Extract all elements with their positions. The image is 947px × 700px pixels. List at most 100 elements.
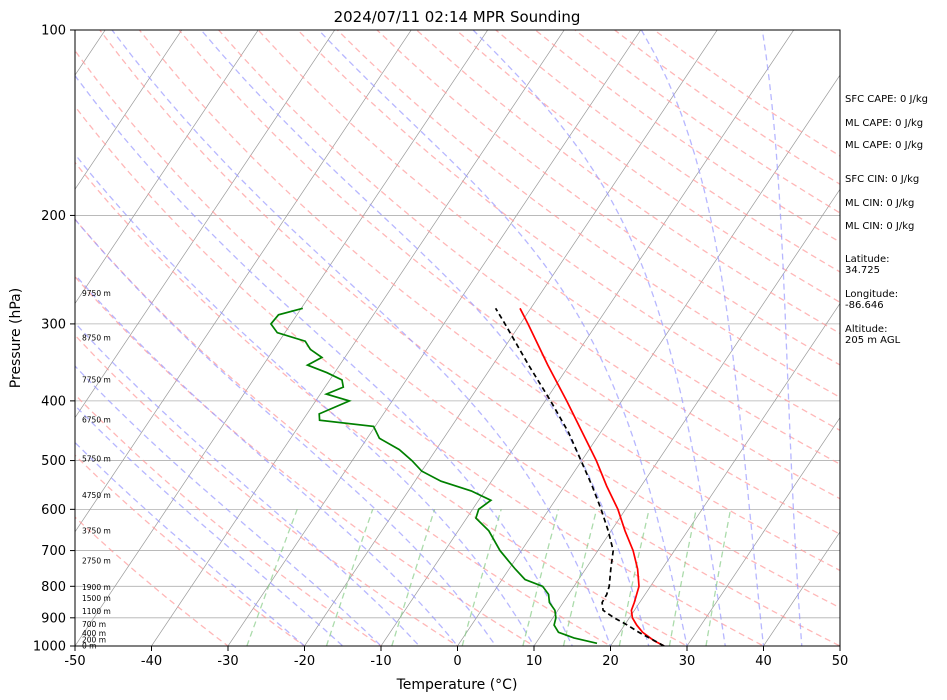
moist-adiabat-line (318, 30, 688, 646)
mixing-ratio-line (391, 509, 436, 646)
isotherm-line (75, 30, 259, 305)
altitude-label: Altitude: (845, 324, 887, 335)
mixing-ratio-line (325, 509, 374, 646)
mixing-ratio-line (668, 509, 697, 646)
dry-adiabat-line (75, 454, 306, 646)
isotherm-line (75, 30, 183, 190)
height-label: 6750 m (82, 416, 111, 425)
moist-adiabat-line (111, 30, 612, 646)
y-tick-label: 600 (41, 503, 66, 518)
x-tick-label: 20 (602, 654, 619, 669)
sfc-cape-text: SFC CAPE: 0 J/kg (845, 94, 928, 105)
dry-adiabat-line (257, 30, 840, 465)
moist-adiabat-line (200, 30, 650, 646)
x-tick-label: 30 (679, 654, 696, 669)
y-tick-label: 800 (41, 580, 66, 595)
y-tick-label: 200 (41, 209, 66, 224)
dry-adiabat-line (178, 30, 840, 535)
height-label: 5750 m (82, 454, 111, 463)
dry-adiabat-line (455, 30, 840, 304)
profile-lines (269, 307, 665, 646)
axes: -50 -40 -30 -20 -10 0 10 20 30 40 50 100 200 300 400 50… (33, 24, 848, 670)
isotherm-line (75, 30, 412, 533)
height-label: 7750 m (82, 376, 111, 385)
y-tick-label: 400 (41, 394, 66, 409)
dry-adiabat-line (75, 275, 536, 646)
height-label: 4750 m (82, 491, 111, 500)
moist-adiabat-line (640, 30, 765, 646)
moist-adiabat-line (75, 74, 574, 646)
moist-adiabat-line (761, 30, 803, 646)
moist-adiabat-line (472, 30, 726, 646)
x-tick-label: 40 (755, 654, 772, 669)
moist-adiabat-line (75, 218, 497, 646)
isotherm-line (75, 30, 489, 646)
height-label: 9750 m (82, 289, 111, 298)
ml-cin-text: ML CIN: 0 J/kg (845, 198, 914, 209)
moist-adiabat-line (75, 321, 421, 646)
x-tick-label: 0 (453, 654, 461, 669)
y-axis-label: Pressure (hPa) (8, 288, 24, 388)
x-tick-label: -20 (294, 654, 315, 669)
latitude-value: 34.725 (845, 265, 880, 276)
mixing-ratio-line (562, 509, 598, 646)
moist-adiabat-line (75, 365, 382, 646)
longitude-value: -86.646 (845, 300, 884, 311)
y-tick-label: 900 (41, 611, 66, 626)
chart-title: 2024/07/11 02:14 MPR Sounding (334, 8, 581, 26)
dewpoint-line (269, 307, 598, 645)
y-tick-label: 500 (41, 454, 66, 469)
background-lines (75, 30, 840, 646)
dry-adiabat-line (138, 30, 840, 572)
x-tick-label: 10 (526, 654, 543, 669)
height-label: 8750 m (82, 333, 111, 342)
isotherm-line (457, 74, 840, 646)
y-tick-label: 300 (41, 317, 66, 332)
longitude-label: Longitude: (845, 289, 898, 300)
y-tick-label: 100 (41, 24, 66, 39)
height-label: 700 m (82, 620, 106, 629)
moist-adiabat-line (75, 273, 459, 646)
height-label: 1500 m (82, 594, 111, 603)
x-tick-label: -30 (217, 654, 238, 669)
dry-adiabat-line (297, 30, 840, 432)
height-label: 1900 m (82, 583, 111, 592)
dry-adiabat-line (75, 105, 765, 646)
plot-frame (74, 29, 841, 647)
mixing-ratio-line (705, 509, 732, 646)
height-label: 0 m (82, 642, 96, 651)
isotherm-line (151, 30, 565, 646)
temperature-line (519, 307, 665, 646)
x-tick-label: 50 (832, 654, 849, 669)
sfc-cin-text: SFC CIN: 0 J/kg (845, 174, 919, 185)
isotherm-line (686, 417, 840, 646)
isotherm-line (380, 30, 795, 646)
parcel-line (494, 307, 665, 646)
mixing-ratio-line (522, 509, 560, 646)
isotherm-line (533, 188, 840, 646)
ml-cape-text-2: ML CAPE: 0 J/kg (845, 140, 923, 151)
moist-adiabat-line (75, 153, 535, 646)
height-label: 1100 m (82, 607, 111, 616)
moist-adiabat-line (75, 441, 306, 646)
ml-cape-text: ML CAPE: 0 J/kg (845, 118, 923, 129)
dry-adiabat-line (75, 49, 840, 646)
y-tick-label: 1000 (33, 640, 66, 655)
height-label: 2750 m (82, 557, 111, 566)
annotations-panel: SFC CAPE: 0 J/kg ML CAPE: 0 J/kg ML CAPE… (845, 94, 928, 346)
height-label: 200 m (82, 635, 106, 644)
latitude-label: Latitude: (845, 254, 890, 265)
altitude-value: 205 m AGL (845, 335, 901, 346)
height-label: 3750 m (82, 526, 111, 535)
dry-adiabat-line (75, 334, 459, 646)
dry-adiabat-line (218, 30, 840, 500)
ml-cin-text-2: ML CIN: 0 J/kg (845, 221, 914, 232)
x-tick-label: -50 (64, 654, 85, 669)
x-tick-label: -10 (370, 654, 391, 669)
height-label: 400 m (82, 629, 106, 638)
dry-adiabat-line (75, 516, 230, 646)
dry-adiabat-line (336, 30, 840, 399)
moist-adiabat-line (75, 404, 344, 646)
